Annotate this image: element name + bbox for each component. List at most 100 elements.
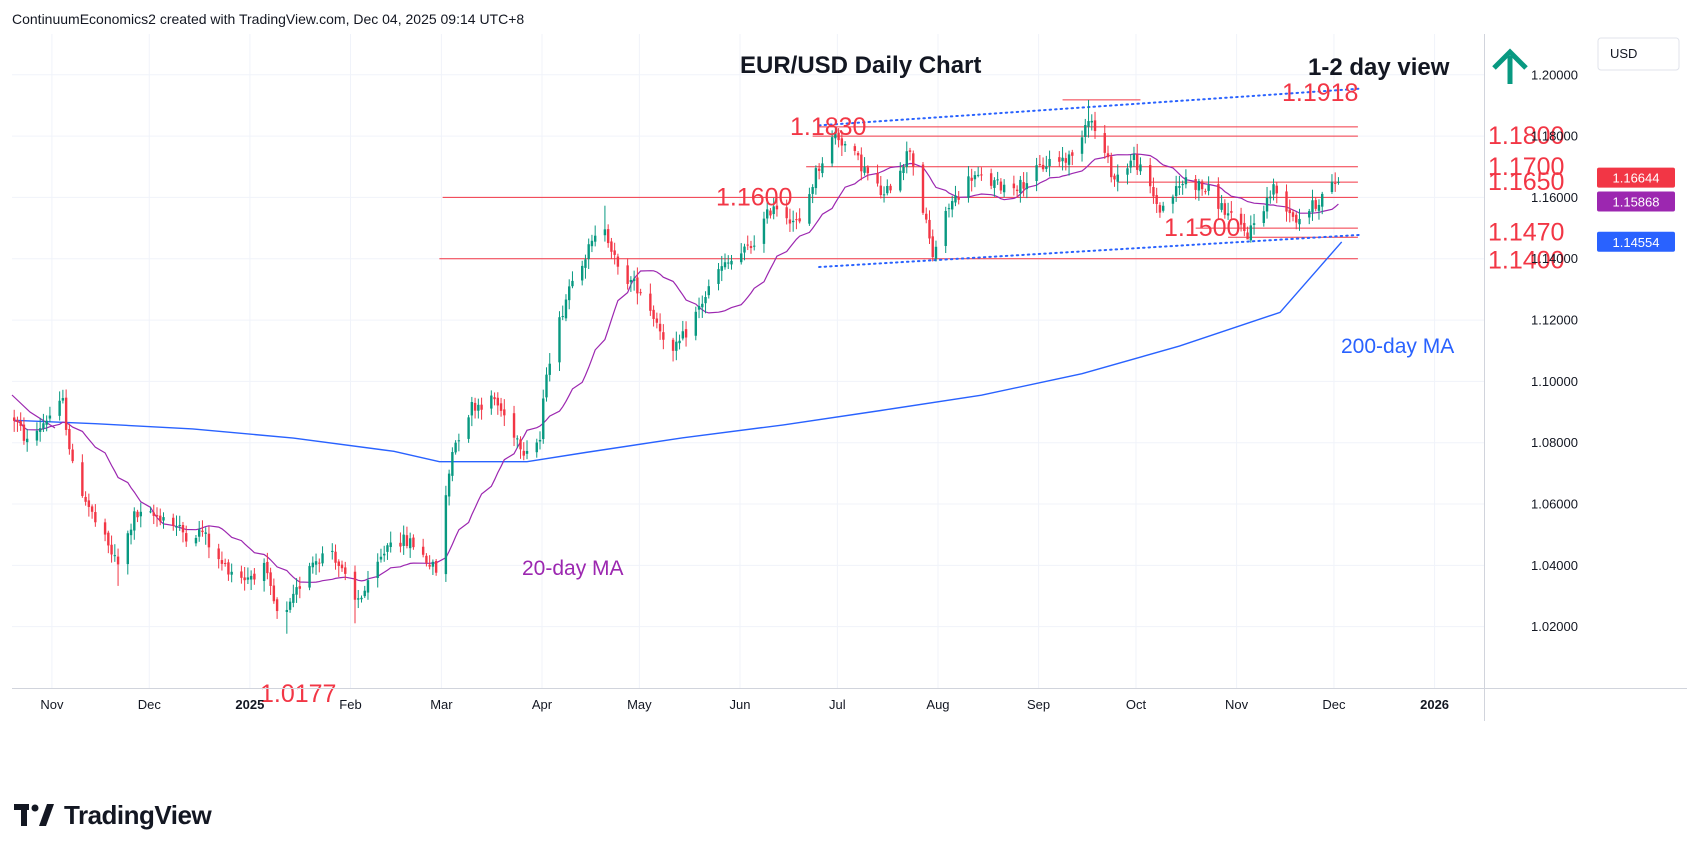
arrow-up-icon	[1492, 48, 1528, 84]
price-tag	[1597, 167, 1675, 188]
candle-body	[1269, 196, 1272, 199]
candle-body	[1002, 184, 1006, 193]
candle-body	[1071, 152, 1074, 156]
candle-body	[1058, 157, 1061, 162]
candle-body	[837, 132, 840, 141]
candle-body	[834, 131, 837, 139]
candle	[542, 389, 545, 444]
candle-body	[376, 561, 379, 578]
candle-body	[1200, 181, 1204, 190]
candle-body	[240, 571, 243, 578]
candle	[311, 556, 315, 574]
candle	[993, 177, 996, 197]
candle-body	[684, 329, 688, 338]
price-tag-label: 1.14554	[1613, 235, 1660, 250]
candle	[207, 526, 211, 559]
candle	[227, 559, 230, 581]
candle-body	[61, 398, 65, 401]
candle-body	[386, 545, 389, 552]
candle	[947, 203, 951, 218]
candle-body	[243, 577, 246, 581]
candle-body	[1116, 174, 1119, 182]
candle-body	[934, 246, 938, 259]
candle-body	[727, 262, 730, 264]
price-tag-label: 1.15868	[1613, 194, 1660, 209]
candle	[340, 560, 344, 572]
candle-body	[701, 303, 704, 308]
candle	[1230, 201, 1233, 219]
candle-body	[227, 562, 230, 575]
candle	[1194, 174, 1197, 200]
level-label: 1.1650	[1488, 168, 1564, 196]
candle-body	[383, 553, 386, 556]
candle-body	[1321, 193, 1324, 207]
candle-body	[318, 562, 321, 564]
candle	[976, 166, 980, 178]
candle	[331, 543, 334, 560]
candle-body	[490, 395, 493, 409]
candle	[743, 243, 746, 261]
candle	[1272, 178, 1275, 201]
candle-body	[921, 164, 925, 213]
candle	[678, 334, 681, 350]
chart-attribution: ContinuumEconomics2 created with Trading…	[12, 11, 525, 27]
candle-body	[931, 236, 934, 258]
candle	[386, 543, 389, 560]
candle-body	[545, 374, 548, 398]
candle-body	[542, 398, 545, 440]
candle-body	[795, 219, 798, 221]
candle-body	[1064, 158, 1068, 163]
price-tag	[1597, 191, 1675, 212]
candle	[185, 525, 188, 547]
candle	[830, 130, 834, 167]
candle	[64, 389, 68, 436]
candle-body	[613, 250, 616, 255]
candle	[363, 585, 366, 599]
x-tick-label: Dec	[138, 697, 162, 712]
tradingview-brand: TradingView	[64, 800, 212, 830]
candle	[1064, 152, 1068, 171]
candle	[1110, 152, 1113, 183]
candle	[61, 389, 65, 404]
candle-body	[707, 286, 710, 296]
candle	[1155, 187, 1158, 213]
candle	[840, 130, 844, 156]
candle	[658, 313, 662, 340]
candle	[558, 311, 561, 371]
y-tick-label: 1.08000	[1531, 435, 1578, 450]
candle-body	[421, 546, 425, 555]
candle	[882, 186, 886, 203]
candle-body	[584, 259, 587, 268]
candle	[1223, 199, 1227, 219]
ma200-layer	[14, 241, 1343, 463]
candle	[353, 565, 357, 624]
candle	[253, 568, 256, 585]
candle-body	[1019, 179, 1022, 193]
candle-body	[185, 533, 188, 542]
candle	[243, 566, 246, 591]
candle-body	[1239, 213, 1243, 225]
candle-body	[25, 438, 29, 443]
candle-body	[671, 339, 675, 351]
candle	[701, 295, 704, 318]
candle	[357, 589, 360, 609]
candle	[1275, 182, 1278, 204]
candle-body	[1106, 153, 1110, 158]
candle	[704, 291, 707, 314]
candle	[434, 559, 438, 576]
candle-body	[19, 420, 22, 426]
candle	[84, 491, 87, 506]
candle	[996, 171, 999, 185]
x-tick-label: Nov	[1225, 697, 1249, 712]
candle-body	[81, 462, 84, 496]
candle	[590, 234, 594, 253]
candle-body	[201, 530, 204, 533]
candle	[564, 294, 568, 322]
candle-body	[266, 561, 269, 574]
candle	[817, 163, 821, 180]
candle	[389, 531, 392, 553]
candle	[1220, 194, 1223, 213]
candle-body	[811, 187, 814, 194]
candle	[954, 185, 957, 207]
